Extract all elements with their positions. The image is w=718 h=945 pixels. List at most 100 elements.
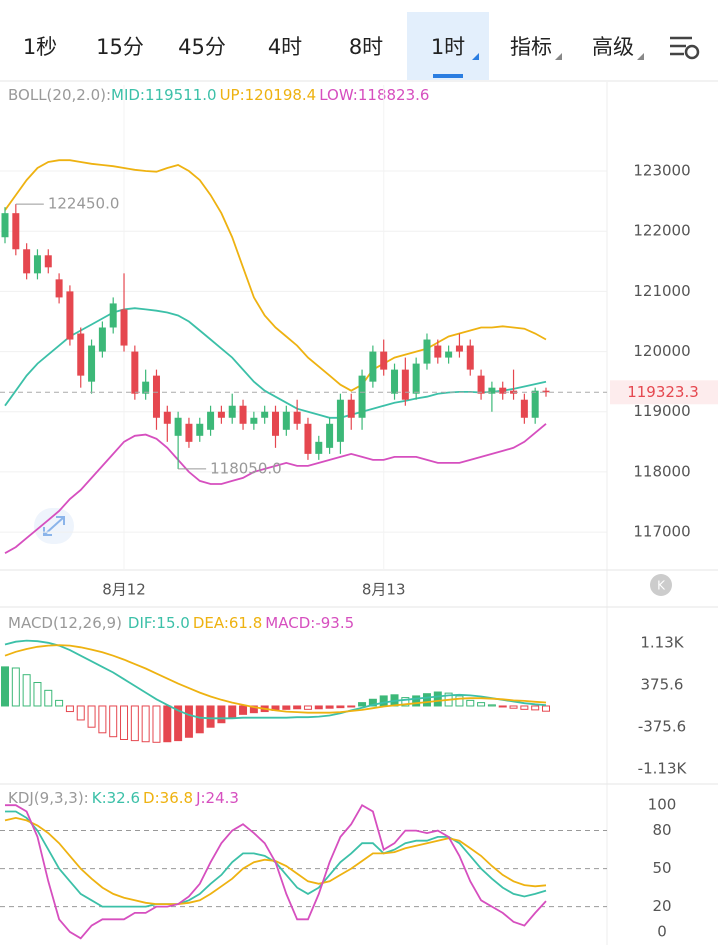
candle-body: [423, 339, 431, 364]
candle-body: [142, 381, 150, 394]
macd-bar: [76, 705, 85, 721]
candle-body: [347, 399, 355, 418]
selected-tab-underline: [433, 74, 463, 78]
macd-bar: [11, 667, 20, 707]
macd-bar: [174, 705, 183, 742]
indicator-line: [4, 639, 547, 720]
candle-body: [499, 387, 507, 394]
y-tick-label: 100: [648, 796, 677, 814]
candle-body: [272, 411, 279, 436]
tab[interactable]: 4时: [268, 35, 302, 59]
macd-bar: [455, 695, 464, 707]
macd-bar: [358, 702, 367, 707]
candle-body: [336, 399, 344, 442]
macd-bar: [152, 705, 161, 743]
macd-bar: [498, 705, 507, 708]
candle-body: [77, 333, 85, 376]
macd-bar: [22, 674, 31, 707]
tab[interactable]: 指标: [510, 35, 552, 59]
legend: MACD(12,26,9) DIF:15.0 DEA:61.8 MACD:-93.5: [8, 614, 354, 632]
macd-bar: [487, 704, 496, 707]
candle-body: [542, 390, 550, 393]
macd-bar: [422, 693, 431, 707]
macd-bar: [282, 705, 291, 710]
candle-body: [196, 423, 204, 436]
tab[interactable]: 1时: [431, 35, 465, 59]
annotation-label: 118050.0: [210, 459, 282, 477]
candle-body: [380, 351, 388, 370]
annotation-label: 122450.0: [48, 195, 120, 213]
x-tick-label: 8月13: [362, 581, 406, 599]
tab[interactable]: 15分: [96, 35, 144, 59]
tab[interactable]: 45分: [178, 35, 226, 59]
macd-bar: [87, 705, 96, 728]
y-tick-label: 121000: [633, 282, 690, 300]
candle-body: [239, 405, 247, 424]
macd-bar: [347, 705, 356, 708]
macd-bar: [109, 705, 118, 738]
macd-bar: [65, 705, 74, 713]
legend-item: UP:120198.4: [220, 86, 317, 104]
dropdown-caret: [472, 53, 479, 60]
candle-body: [488, 387, 496, 394]
macd-bar: [249, 705, 258, 714]
macd-bar: [466, 699, 475, 707]
candle-body: [23, 249, 31, 274]
settings-icon[interactable]: [670, 36, 700, 60]
selected-tab-bg: [407, 12, 489, 80]
candle-body: [185, 423, 193, 442]
k-icon-text: K: [657, 579, 666, 593]
candle-body: [531, 390, 539, 418]
y-tick-label: 1.13K: [640, 634, 684, 652]
macd-bar: [401, 697, 410, 707]
indicator-name: MACD(12,26,9): [8, 614, 122, 632]
y-tick-label: 50: [652, 859, 671, 877]
candle-body: [207, 411, 215, 430]
macd-bar: [120, 705, 129, 740]
macd-bar: [195, 705, 204, 734]
tab[interactable]: 高级: [592, 35, 634, 59]
candle-body: [261, 411, 269, 418]
candle-body: [369, 351, 377, 382]
candle-body: [228, 405, 236, 418]
candle-body: [88, 345, 96, 382]
candle-body: [293, 411, 301, 424]
y-tick-label: 123000: [633, 162, 690, 180]
y-tick-label: 20: [652, 897, 671, 915]
legend-item: DEA:61.8: [193, 614, 262, 632]
k-icon[interactable]: [650, 574, 672, 596]
macd-bar: [368, 698, 377, 707]
candle-body: [412, 363, 420, 394]
candle-body: [98, 327, 106, 352]
candle-body: [455, 345, 463, 352]
candle-body: [1, 213, 9, 238]
dropdown-caret: [555, 53, 562, 60]
tab[interactable]: 1秒: [23, 35, 57, 59]
candle-body: [466, 345, 474, 370]
macd-bar: [477, 702, 486, 707]
y-tick-label: 0: [657, 922, 667, 940]
macd-bar: [412, 695, 421, 707]
macd-bar: [314, 705, 323, 710]
candle-body: [304, 423, 312, 454]
macd-bar: [44, 689, 53, 707]
candle-body: [434, 345, 442, 358]
y-tick-label: 119000: [633, 402, 690, 420]
macd-bar: [228, 705, 237, 718]
macd-bar: [303, 705, 312, 710]
macd-bar: [325, 705, 334, 709]
macd-bar: [336, 705, 345, 709]
indicator-name: KDJ(9,3,3):: [8, 789, 89, 807]
indicator-line: [4, 307, 547, 419]
macd-bar: [141, 705, 150, 743]
tab[interactable]: 8时: [349, 35, 383, 59]
y-tick-label: -375.6: [638, 717, 686, 735]
y-tick-label: 80: [652, 821, 671, 839]
y-tick-label: -1.13K: [638, 759, 688, 777]
dropdown-caret: [637, 53, 644, 60]
candle-body: [66, 291, 74, 340]
legend-item: D:36.8: [143, 789, 193, 807]
macd-bar: [217, 705, 226, 724]
